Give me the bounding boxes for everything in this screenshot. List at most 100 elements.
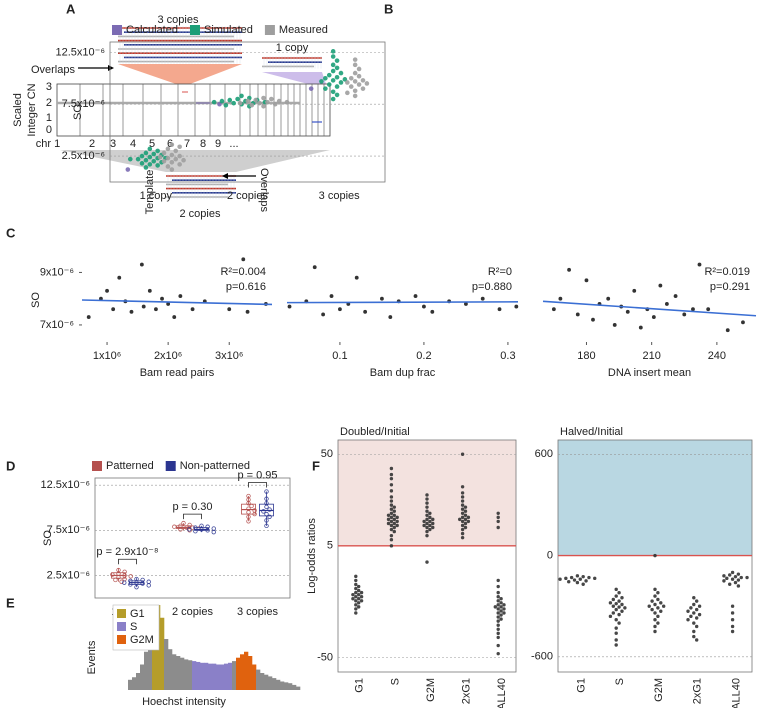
data-point bbox=[134, 576, 139, 582]
copy-wedge bbox=[262, 72, 326, 84]
data-point bbox=[691, 307, 695, 312]
data-point bbox=[431, 521, 435, 526]
data-point bbox=[653, 587, 657, 592]
data-point bbox=[653, 553, 657, 558]
histogram-bar bbox=[188, 660, 193, 690]
data-point bbox=[235, 96, 240, 102]
data-point bbox=[354, 590, 358, 595]
x-tick-label: S bbox=[389, 678, 401, 685]
data-point bbox=[496, 631, 500, 636]
data-point bbox=[363, 309, 368, 314]
data-point bbox=[689, 606, 693, 610]
legend-label: G2M bbox=[130, 634, 154, 646]
x-tick-label: 0.1 bbox=[332, 350, 347, 362]
data-point bbox=[187, 527, 192, 532]
data-point bbox=[460, 535, 465, 540]
data-point bbox=[227, 307, 232, 312]
data-point bbox=[165, 164, 171, 169]
legend-swatch bbox=[117, 635, 126, 644]
data-point bbox=[730, 577, 735, 581]
data-point bbox=[612, 323, 617, 327]
data-point bbox=[116, 567, 121, 573]
copies-label: 1 copy bbox=[276, 42, 309, 54]
data-point bbox=[211, 529, 216, 535]
data-point bbox=[389, 476, 394, 481]
data-point bbox=[172, 524, 177, 529]
overlaps-label: Overlaps bbox=[258, 168, 270, 213]
data-point bbox=[614, 617, 618, 622]
data-point bbox=[172, 315, 177, 319]
data-point bbox=[389, 519, 394, 524]
data-point bbox=[392, 509, 396, 513]
y-tick-label: 2.5x10⁻⁶ bbox=[62, 150, 105, 162]
data-point bbox=[173, 156, 179, 162]
annotation: R²=0.019 bbox=[704, 266, 750, 278]
panel-label: D bbox=[6, 458, 15, 473]
data-point bbox=[725, 328, 730, 333]
data-point bbox=[147, 288, 152, 293]
data-point bbox=[463, 505, 468, 509]
data-point bbox=[338, 307, 342, 312]
chr-label: 7 bbox=[184, 138, 190, 150]
data-point bbox=[334, 84, 340, 89]
data-point bbox=[499, 601, 503, 605]
data-point bbox=[86, 315, 91, 319]
data-point bbox=[425, 521, 429, 526]
histogram-bar bbox=[148, 630, 153, 690]
legend-swatch bbox=[264, 25, 275, 35]
data-point bbox=[392, 517, 396, 522]
data-point bbox=[496, 623, 500, 627]
data-point bbox=[169, 142, 175, 147]
data-point bbox=[151, 151, 157, 157]
x-tick-label: 180 bbox=[577, 350, 595, 362]
x-axis-label: Bam read pairs bbox=[140, 367, 215, 379]
data-point bbox=[736, 572, 741, 576]
data-point bbox=[143, 165, 149, 170]
template-wedge bbox=[60, 150, 330, 172]
histogram-bar bbox=[244, 651, 249, 690]
data-point bbox=[139, 153, 145, 159]
panel-label: E bbox=[6, 595, 15, 610]
x-tick-label: G2M bbox=[425, 678, 437, 702]
data-point bbox=[558, 296, 563, 301]
x-tick-label: ALL40 bbox=[496, 678, 508, 708]
data-point bbox=[625, 309, 630, 314]
cn-plot-frame bbox=[56, 83, 331, 137]
y-tick-label: 9x10⁻⁶ bbox=[40, 266, 74, 278]
data-point bbox=[567, 580, 571, 584]
data-point bbox=[428, 519, 432, 524]
x-tick-label: 3 copies bbox=[319, 190, 360, 202]
annotation: p=0.880 bbox=[472, 281, 512, 293]
data-point bbox=[496, 525, 500, 530]
data-point bbox=[257, 100, 262, 106]
data-point bbox=[496, 611, 500, 615]
data-point bbox=[686, 609, 690, 613]
data-point bbox=[330, 68, 336, 74]
data-point bbox=[178, 523, 183, 529]
data-point bbox=[356, 605, 361, 609]
data-point bbox=[460, 499, 465, 503]
data-point bbox=[608, 601, 613, 605]
data-point bbox=[110, 572, 115, 577]
data-point bbox=[161, 158, 167, 164]
data-point bbox=[330, 78, 336, 83]
data-point bbox=[499, 613, 503, 617]
data-point bbox=[428, 511, 432, 515]
data-point bbox=[575, 580, 580, 585]
data-point bbox=[499, 609, 503, 613]
data-point bbox=[694, 638, 699, 642]
histogram-bar bbox=[260, 673, 265, 690]
data-point bbox=[241, 257, 246, 262]
data-point bbox=[246, 519, 251, 524]
data-point bbox=[656, 606, 660, 610]
x-tick-label: 2xG1 bbox=[692, 678, 704, 704]
data-point bbox=[650, 599, 654, 603]
data-point bbox=[730, 611, 735, 615]
data-point bbox=[653, 594, 657, 598]
legend-label: Patterned bbox=[106, 460, 154, 472]
data-point bbox=[146, 583, 151, 588]
data-point bbox=[728, 582, 732, 586]
histogram-bar bbox=[164, 639, 169, 690]
histogram-bar bbox=[216, 664, 221, 690]
x-tick-label: 210 bbox=[642, 350, 660, 362]
